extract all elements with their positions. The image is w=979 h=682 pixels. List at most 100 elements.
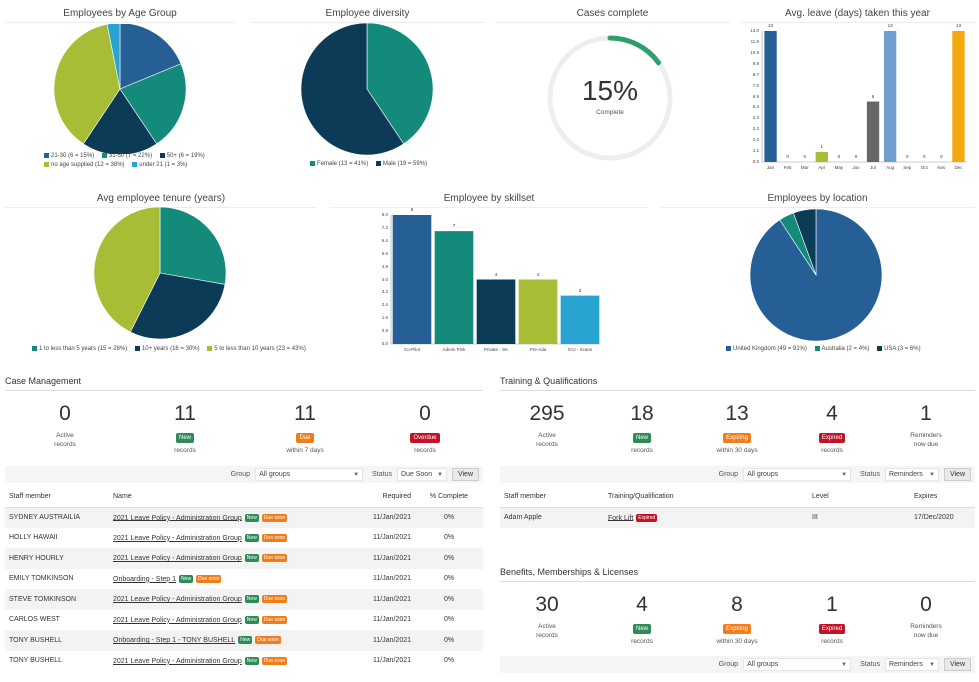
cases-percent: 15% [581,75,639,106]
case-link[interactable]: 2021 Leave Policy - Administration Group [113,596,242,604]
legend-item[interactable]: 5 to less than 10 years (23 = 43%) [207,345,306,354]
pie-slice-21-30[interactable] [119,24,182,90]
tq-status-select[interactable]: Reminders ▼ [884,468,939,481]
bar-pre-ada[interactable] [518,279,558,345]
case-link[interactable]: Onboarding - Step 1 [113,575,177,583]
tq-stat-active[interactable]: 295 Active records [497,402,597,449]
pie-slice-usa[interactable] [793,208,817,276]
bar-aug[interactable] [883,31,897,162]
pie-slice-50-[interactable] [82,88,158,154]
bm-status-select[interactable]: Reminders ▼ [884,658,939,671]
tq-stat-expiring[interactable]: 13 Expiring within 30 days [687,402,787,455]
legend-item[interactable]: 31-50 (7 = 22%) [101,152,152,161]
cm-stat-new[interactable]: 11 New records [135,402,235,455]
pie-slice-1-to-less-than-5-years[interactable] [159,206,227,285]
y-tick-label: 13.0 [750,28,759,33]
cm-status-select[interactable]: Due Soon ▼ [396,468,447,481]
case-link[interactable]: 2021 Leave Policy - Administration Group [113,534,242,542]
legend-item[interactable]: 21-30 (6 = 15%) [44,152,94,161]
bm-view-button[interactable]: View [943,658,971,671]
col-training[interactable]: Training/Qualification [604,487,808,508]
legend-item[interactable]: Australia (2 = 4%) [814,345,869,354]
due-soon-tag: Due soon [261,656,288,665]
tq-stat-reminders[interactable]: 1 Reminders now due [876,402,976,449]
legend-item[interactable]: 50+ (6 = 19%) [159,152,205,161]
table-row[interactable]: HENRY HOURLY 2021 Leave Policy - Administ… [5,548,483,569]
table-row[interactable]: Adam Apple Fork Lift Expired III 17/Dec/2… [500,507,975,528]
case-link[interactable]: 2021 Leave Policy - Administration Group [113,616,242,624]
tq-stat-expired[interactable]: 4 Expired records [782,402,882,455]
bar-apr[interactable] [815,151,828,162]
bm-stat-new[interactable]: 4 New records [592,593,692,646]
pie-slice-under-21[interactable] [106,24,121,90]
legend-item[interactable]: Female (13 = 41%) [310,160,368,169]
legend-item[interactable]: 1 to less than 5 years (15 = 28%) [32,345,127,354]
cm-stat-due[interactable]: 11 Due within 7 days [255,402,355,455]
bar-jul[interactable] [866,101,880,162]
bar-dec[interactable] [952,31,965,162]
legend-item[interactable]: no age supplied (12 = 38%) [44,161,125,170]
case-link[interactable]: Onboarding - Step 1 - TONY BUSHELL [113,637,236,645]
bm-stat-reminders[interactable]: 0 Reminders now due [876,593,976,640]
training-link[interactable]: Fork Lift [608,514,634,522]
bar-jan[interactable] [764,31,777,162]
staff-cell: Adam Apple [500,507,604,528]
expiring-badge: Expiring [723,433,751,443]
legend-item[interactable]: 10+ years (16 = 30%) [134,345,200,354]
col-staff[interactable]: Staff member [500,487,604,508]
legend-item[interactable]: Male (19 = 59%) [375,160,427,169]
cm-view-button[interactable]: View [451,468,479,481]
table-row[interactable]: HOLLY HAWAII 2021 Leave Policy - Administ… [5,528,483,549]
tq-stat-new[interactable]: 18 New records [592,402,692,455]
y-tick-label: 1.6 [381,315,388,321]
tq-view-button[interactable]: View [943,468,971,481]
y-tick-label: 6.4 [381,237,388,243]
pie-slice-5-to-less-than-10-years[interactable] [93,206,161,333]
case-link[interactable]: 2021 Leave Policy - Administration Group [113,657,242,665]
col-expires[interactable]: Expires [910,487,975,508]
bar-co-pilot[interactable] [392,215,432,344]
due-badge: Due [296,433,314,443]
table-row[interactable]: STEVE TOMKINSON 2021 Leave Policy - Admin… [5,589,483,610]
col-complete[interactable]: % Complete [415,487,483,508]
legend-item[interactable]: USA (3 = 6%) [877,345,921,354]
col-staff[interactable]: Staff member [5,487,109,508]
legend-item[interactable]: United Kingdom (49 = 91%) [726,345,807,354]
bm-group-select[interactable]: All groups ▼ [743,658,852,671]
name-cell: 2021 Leave Policy - Administration Group… [109,528,361,549]
new-tag: New [244,513,259,522]
case-link[interactable]: 2021 Leave Policy - Administration Group [113,514,242,522]
bar-icu-scans[interactable] [560,295,600,344]
pie-slice-31-50[interactable] [119,63,187,145]
diversity-chart-title: Employee diversity [250,8,485,23]
cm-stat-overdue[interactable]: 0 Overdue records [375,402,475,455]
table-row[interactable]: TONY BUSHELL Onboarding - Step 1 - TONY B… [5,630,483,651]
legend-item[interactable]: under 21 (1 = 3%) [132,161,187,170]
skillset-chart-title: Employee by skillset [330,193,648,208]
table-row[interactable]: TONY BUSHELL 2021 Leave Policy - Administ… [5,651,483,672]
bar-private-sk[interactable] [476,279,516,345]
complete-cell: 0% [443,575,455,583]
bm-stat-expiring[interactable]: 8 Expiring within 30 days [687,593,787,646]
tq-group-select[interactable]: All groups ▼ [743,468,852,481]
bm-stat-expired[interactable]: 1 Expired records [782,593,882,646]
group-label: Group [230,471,251,478]
bar-admin-pink[interactable] [434,231,474,344]
group-label: Group [718,661,739,668]
table-row[interactable]: SYDNEY AUSTRAILIA 2021 Leave Policy - Adm… [5,507,483,528]
case-link[interactable]: 2021 Leave Policy - Administration Group [113,555,242,563]
table-row[interactable]: EMILY TOMKINSON Onboarding - Step 1 New Due… [5,569,483,590]
pie-slice-male[interactable] [300,22,405,156]
col-level[interactable]: Level [808,487,910,508]
bm-stat-active[interactable]: 30 Active records [497,593,597,640]
cm-stat-active[interactable]: 0 Active records [15,402,115,449]
cm-group-select[interactable]: All groups ▼ [255,468,364,481]
pie-slice-no-age-supplied[interactable] [53,24,121,145]
pie-slice-10-years[interactable] [129,272,226,340]
col-name[interactable]: Name [109,487,361,508]
location-legend: United Kingdom (49 = 91%) Australia (2 =… [726,345,927,354]
col-required[interactable]: Required [361,487,415,508]
stat-label: Active records [536,432,558,448]
table-row[interactable]: CARLOS WEST 2021 Leave Policy - Administr… [5,610,483,631]
x-tick-label: Apr [818,165,826,170]
